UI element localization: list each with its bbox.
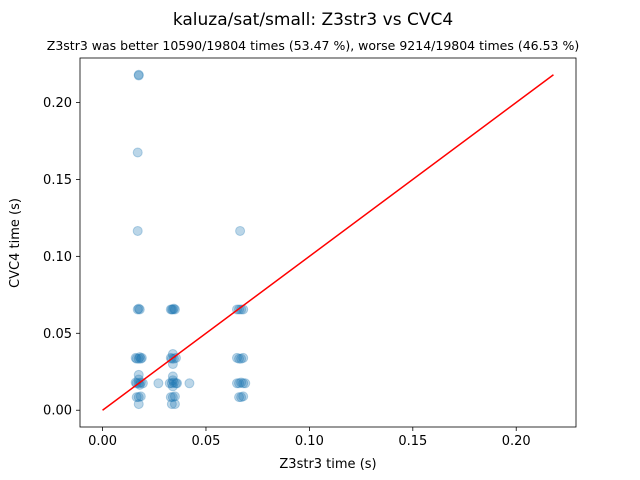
data-point <box>166 399 177 410</box>
data-point <box>153 378 164 389</box>
y-tick-label: 0.00 <box>43 404 72 419</box>
data-point <box>131 353 142 364</box>
data-point <box>133 303 144 314</box>
data-point <box>166 304 177 315</box>
data-point <box>165 392 176 403</box>
data-point <box>236 353 247 364</box>
x-tick-label: 0.15 <box>398 434 427 449</box>
data-point <box>234 378 245 389</box>
data-point <box>238 391 249 402</box>
data-point <box>184 378 195 389</box>
data-point <box>167 392 178 403</box>
data-point <box>165 352 176 363</box>
data-point <box>131 378 142 389</box>
data-point <box>240 378 251 389</box>
data-point <box>167 375 178 386</box>
data-point <box>236 304 247 315</box>
data-point <box>136 352 147 363</box>
data-point <box>134 379 145 390</box>
data-point <box>169 399 180 410</box>
y-axis-label: CVC4 time (s) <box>8 198 23 288</box>
data-point <box>133 69 144 80</box>
data-point <box>165 304 176 315</box>
data-point <box>235 225 246 236</box>
data-point <box>167 371 178 382</box>
x-tick-label: 0.20 <box>502 434 531 449</box>
data-point <box>133 392 144 403</box>
data-point <box>238 352 249 363</box>
data-point <box>133 399 144 410</box>
data-point <box>135 391 146 402</box>
y-tick-label: 0.15 <box>43 173 72 188</box>
data-point <box>238 378 249 389</box>
data-point <box>231 352 242 363</box>
data-point <box>132 304 143 315</box>
data-point <box>130 352 141 363</box>
data-point <box>231 378 242 389</box>
data-point <box>169 391 180 402</box>
data-point <box>170 378 181 389</box>
data-point <box>164 378 175 389</box>
data-point <box>170 352 181 363</box>
data-point <box>234 353 245 364</box>
x-axis: 0.00 0.05 0.10 0.15 0.20 <box>88 427 531 449</box>
data-point <box>135 353 146 364</box>
data-point <box>172 378 183 389</box>
data-point <box>132 225 143 236</box>
data-point <box>234 392 245 403</box>
plot-area-frame <box>79 57 577 428</box>
data-point <box>167 359 178 370</box>
y-tick-label: 0.05 <box>43 327 72 342</box>
data-point <box>131 392 142 403</box>
data-point <box>132 147 143 158</box>
data-point <box>134 352 145 363</box>
data-point <box>168 353 179 364</box>
data-point <box>169 304 180 315</box>
data-point <box>168 303 179 314</box>
y-axis: 0.00 0.05 0.10 0.15 0.20 <box>43 96 80 419</box>
y-tick-label: 0.10 <box>43 250 72 265</box>
data-point <box>236 377 247 388</box>
data-point <box>133 353 144 364</box>
data-point <box>133 70 144 81</box>
x-axis-label: Z3str3 time (s) <box>279 457 376 472</box>
data-point <box>167 381 178 392</box>
data-point <box>167 304 178 315</box>
points-layer <box>130 69 251 410</box>
data-point <box>134 304 145 315</box>
x-tick-label: 0.05 <box>191 434 220 449</box>
data-point <box>236 392 247 403</box>
data-point <box>166 378 177 389</box>
diagonal-line <box>102 74 554 411</box>
data-point <box>168 377 179 388</box>
data-point <box>133 369 144 380</box>
y-tick-label: 0.20 <box>43 96 72 111</box>
chart-title: kaluza/sat/small: Z3str3 vs CVC4 <box>173 10 453 30</box>
chart-subtitle: Z3str3 was better 10590/19804 times (53.… <box>47 38 579 53</box>
x-tick-label: 0.10 <box>295 434 324 449</box>
x-tick-label: 0.00 <box>88 434 117 449</box>
